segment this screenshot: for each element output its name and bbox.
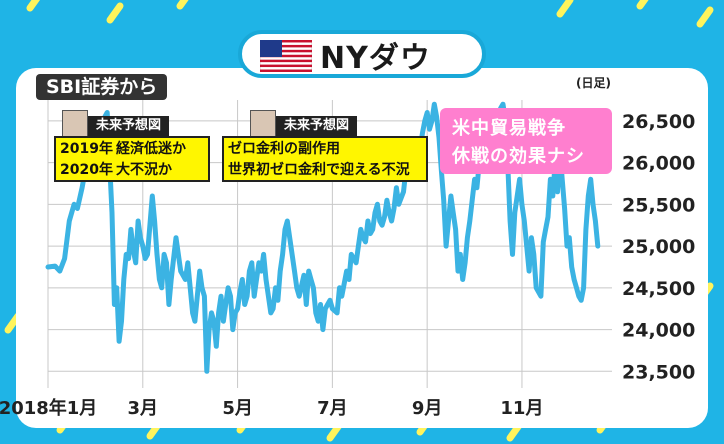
series-line [45,101,601,374]
annotation-middle-line1: ゼロ金利の副作用 [228,141,340,157]
y-tick-label: 26,500 [622,111,695,133]
annotation-middle-header: 未来予想図 [276,116,358,136]
source-label: SBI証券から [36,74,168,100]
x-axis-ticks: 2018年1月 3月 5月 7月 9月 11月 [0,397,543,419]
y-tick-label: 26,000 [622,153,695,175]
annotation-left-year1: 2019年 [60,141,113,157]
annotation-right-line1: 米中貿易戦争 [452,118,566,139]
y-axis-ticks: 23,500 24,000 24,500 25,000 25,500 26,000 26,5… [622,111,695,383]
annotation-left-text2: 大不況か [116,162,172,178]
annotation-left-year2: 2020年 [60,162,113,178]
y-tick-label: 25,000 [622,236,695,258]
y-tick-label: 24,000 [622,320,695,342]
annotation-middle-box [222,136,428,182]
stripe-4 [636,0,649,10]
stripe-3 [556,0,574,18]
annotation-middle-line2: 世界初ゼロ金利で迎える不況 [228,162,410,178]
annotation-left-box [54,136,210,182]
x-tick-label: 7月 [317,398,348,419]
y-tick-label: 25,500 [622,194,695,216]
stripe-2 [176,0,189,10]
us-flag-icon [260,40,312,72]
annotation-left-header: 未来予想図 [88,116,170,136]
x-tick-label: 9月 [412,398,443,419]
y-tick-label: 24,500 [622,278,695,300]
annotation-right-line2: 休戦の効果ナシ [452,146,585,167]
stripe-1 [106,2,124,24]
annotation-right-box [440,108,612,174]
x-tick-label: 5月 [222,398,253,419]
x-tick-label: 2018年1月 [0,397,97,419]
x-tick-label: 3月 [128,398,159,419]
stripe-0 [26,0,41,12]
unit-label: (日足) [576,76,611,90]
chart-title: NYダウ [320,41,431,76]
person-avatar [62,110,88,138]
person-avatar [250,110,276,138]
stripe-5 [696,6,714,28]
x-tick-label: 11月 [500,398,543,419]
y-tick-label: 23,500 [622,361,695,383]
annotation-left-text1: 経済低迷か [116,141,186,157]
